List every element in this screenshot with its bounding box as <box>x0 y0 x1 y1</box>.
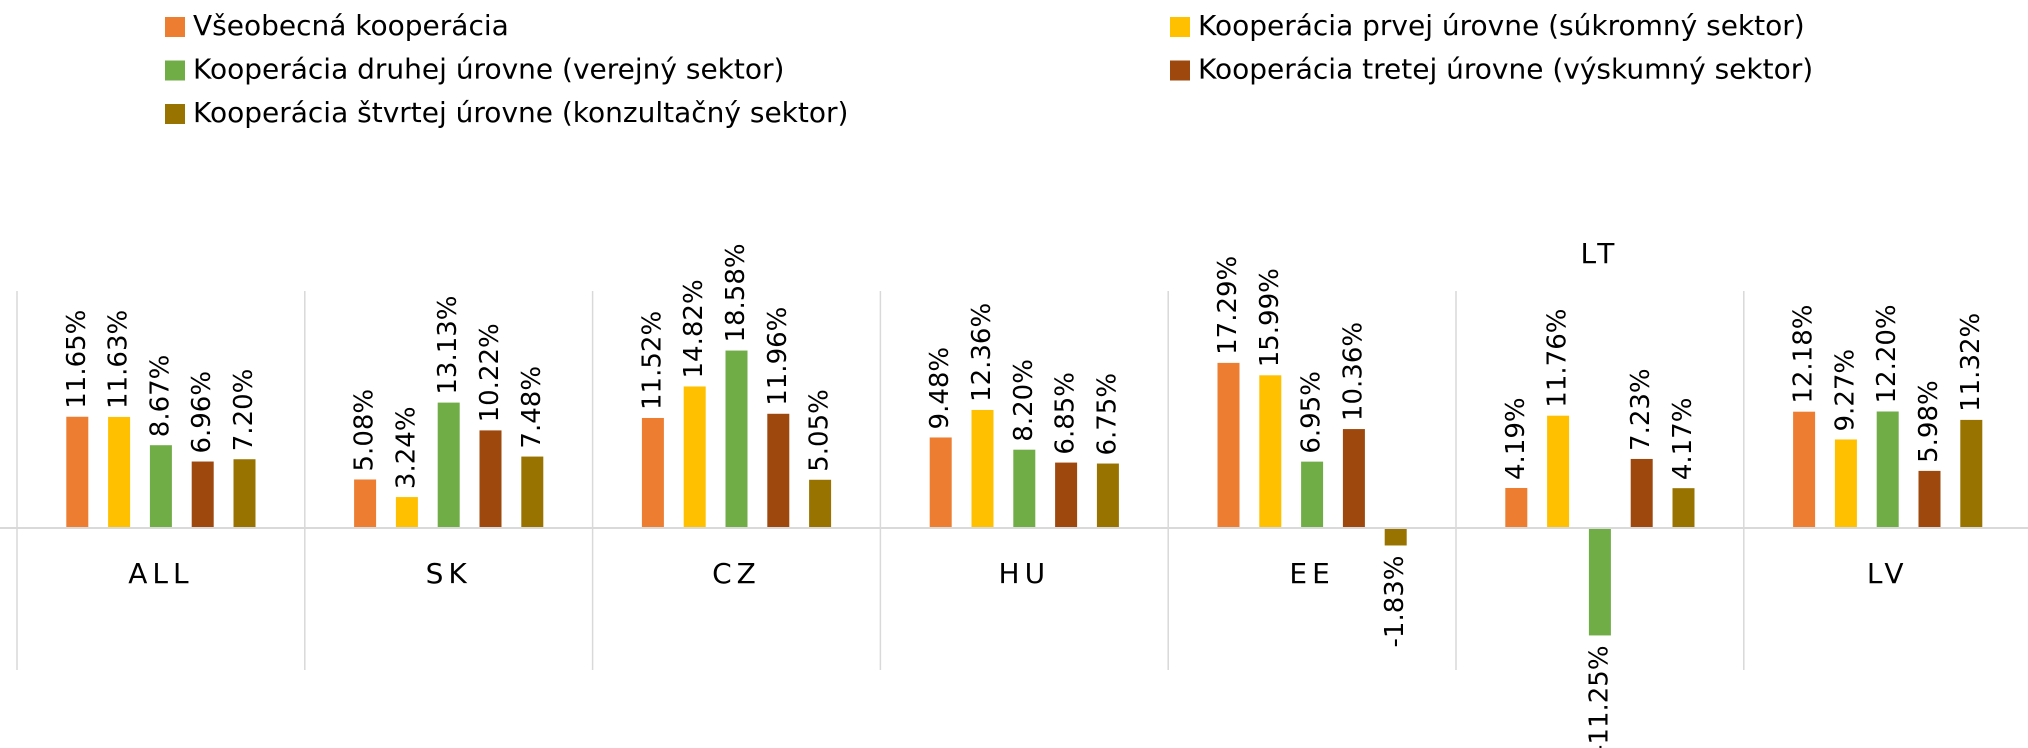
bar <box>725 350 748 528</box>
bar <box>1342 429 1365 528</box>
value-label: 7.20% <box>229 369 259 452</box>
bar <box>1547 415 1570 528</box>
legend-swatch <box>165 60 185 81</box>
value-label: 6.95% <box>1297 371 1327 454</box>
legend-label: Kooperácia štvrtej úrovne (konzultačný s… <box>193 96 848 129</box>
value-label: 17.29% <box>1213 256 1243 355</box>
value-label: 6.96% <box>187 371 217 454</box>
value-label: 8.67% <box>145 355 175 438</box>
value-label: -11.25% <box>1584 645 1614 748</box>
bar <box>149 445 172 528</box>
bar <box>1013 449 1036 528</box>
value-label: 14.82% <box>679 279 709 378</box>
bar <box>1055 462 1078 528</box>
legend-swatch <box>1170 60 1190 81</box>
value-label: 13.13% <box>433 295 463 394</box>
bar <box>929 437 952 528</box>
bar <box>1588 528 1611 636</box>
value-label: 11.65% <box>62 310 92 409</box>
legend-swatch <box>165 104 185 124</box>
bar <box>1505 487 1528 528</box>
bar <box>767 413 790 528</box>
category-label: LT <box>1580 237 1619 270</box>
value-label: 4.19% <box>1501 397 1531 480</box>
bar <box>354 479 377 528</box>
value-label: 12.20% <box>1872 304 1902 403</box>
bar <box>1793 411 1816 528</box>
bar <box>1630 458 1653 528</box>
legend-swatch <box>165 17 185 37</box>
value-label: 4.17% <box>1668 398 1698 481</box>
legend-label: Kooperácia tretej úrovne (výskumný sekto… <box>1198 53 1813 86</box>
legend-swatch <box>1170 17 1190 37</box>
bar <box>641 417 664 528</box>
category-label: ALL <box>128 557 193 590</box>
bar <box>108 416 131 528</box>
value-label: 11.63% <box>104 310 134 409</box>
value-label: 5.05% <box>805 389 835 472</box>
value-label: 12.36% <box>967 303 997 402</box>
value-label: -1.83% <box>1380 555 1410 647</box>
value-label: 11.96% <box>763 307 793 406</box>
value-label: 8.20% <box>1009 359 1039 442</box>
legend-label: Kooperácia prvej úrovne (súkromný sektor… <box>1198 9 1805 42</box>
category-label: SK <box>426 557 472 590</box>
value-label: 3.24% <box>391 406 421 489</box>
bar <box>66 416 89 528</box>
bar <box>1217 362 1240 528</box>
bar <box>1834 439 1857 528</box>
value-label: 9.27% <box>1830 349 1860 432</box>
category-label: HU <box>999 557 1051 590</box>
bar <box>437 402 460 528</box>
legend-label: Kooperácia druhej úrovne (verejný sektor… <box>193 53 784 86</box>
value-label: 9.48% <box>925 347 955 430</box>
bar <box>521 456 544 528</box>
bar <box>809 479 832 528</box>
bar <box>1384 528 1407 546</box>
category-label: LV <box>1867 557 1909 590</box>
bar <box>1259 375 1282 528</box>
bar <box>1096 463 1119 528</box>
value-label: 18.58% <box>721 243 751 342</box>
legend-label: Všeobecná kooperácia <box>193 9 509 42</box>
bar <box>395 497 418 528</box>
value-label: 6.75% <box>1092 373 1122 456</box>
bar <box>1672 488 1695 528</box>
value-label: 15.99% <box>1255 268 1285 367</box>
value-label: 7.23% <box>1626 368 1656 451</box>
bar <box>683 386 706 528</box>
category-label: EE <box>1289 557 1334 590</box>
bar <box>479 430 502 528</box>
value-label: 6.85% <box>1051 372 1081 455</box>
value-label: 5.98% <box>1914 380 1944 463</box>
value-label: 5.08% <box>350 389 380 472</box>
value-label: 11.76% <box>1543 309 1573 408</box>
bar <box>1918 470 1941 528</box>
bar <box>191 461 214 528</box>
value-label: 7.48% <box>517 366 547 449</box>
category-label: CZ <box>712 557 761 590</box>
value-label: 11.32% <box>1956 313 1986 412</box>
bar <box>1876 411 1899 528</box>
bar <box>1301 461 1324 528</box>
bar <box>971 409 994 528</box>
value-label: 10.36% <box>1338 322 1368 421</box>
bar <box>233 459 256 528</box>
value-label: 10.22% <box>475 323 505 422</box>
bar <box>1960 419 1983 528</box>
value-label: 12.18% <box>1789 305 1819 404</box>
value-label: 11.52% <box>637 311 667 410</box>
